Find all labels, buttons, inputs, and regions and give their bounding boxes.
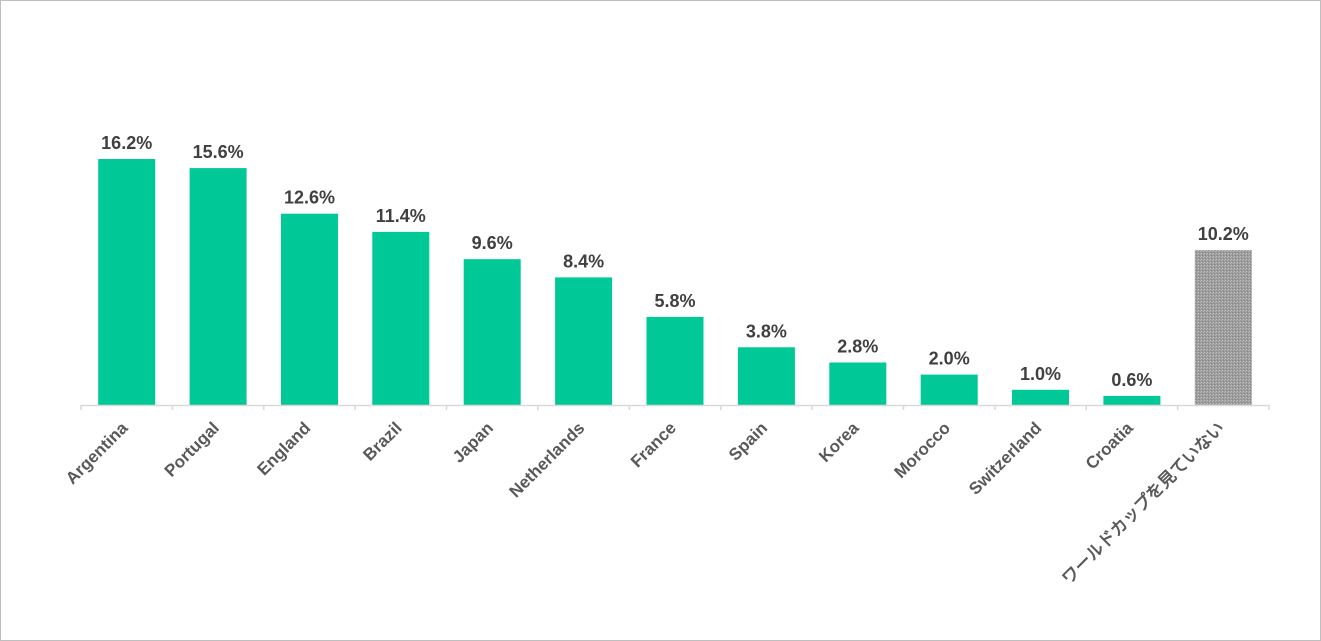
- bar-france: [646, 316, 704, 405]
- data-label-korea: 2.8%: [837, 337, 878, 357]
- bar-argentina: [98, 159, 156, 405]
- x-tick-label-argentina: Argentina: [62, 418, 132, 488]
- x-tick-label-france: France: [627, 418, 680, 471]
- x-tick-label-england: England: [253, 418, 314, 479]
- x-tick-labels-group: Argentina Portugal England Brazil Japan Nethe…: [62, 418, 1228, 588]
- data-label-portugal: 15.6%: [193, 142, 244, 162]
- data-label-france: 5.8%: [654, 291, 695, 311]
- bar-switzerland: [1012, 389, 1069, 405]
- data-label-morocco: 2.0%: [929, 349, 970, 369]
- x-tick-label-croatia: Croatia: [1082, 418, 1137, 473]
- data-label-japan: 9.6%: [472, 233, 513, 253]
- bar-morocco: [920, 374, 978, 405]
- x-tick-label-switzerland: Switzerland: [965, 418, 1045, 498]
- data-label-england: 12.6%: [284, 188, 335, 208]
- data-label-argentina: 16.2%: [101, 133, 152, 153]
- x-tick-label-netherlands: Netherlands: [506, 418, 589, 501]
- x-axis: [80, 404, 1270, 410]
- data-label-brazil: 11.4%: [376, 206, 426, 226]
- data-label-spain: 3.8%: [746, 321, 787, 341]
- x-tick-label-japan: Japan: [449, 418, 497, 466]
- bar-korea: [829, 362, 887, 405]
- bar-portugal: [189, 168, 247, 405]
- x-tick-label-category-12: ワールドカップを見ていない: [1058, 418, 1228, 588]
- data-label-category-12: 10.2%: [1198, 224, 1249, 244]
- x-tick-label-portugal: Portugal: [161, 418, 223, 480]
- bar-england: [281, 213, 338, 405]
- data-label-netherlands: 8.4%: [563, 251, 604, 271]
- data-label-switzerland: 1.0%: [1020, 364, 1061, 384]
- bar-japan: [463, 259, 521, 405]
- bar-category-12: [1194, 250, 1252, 405]
- data-labels-group: 16.2% 15.6% 12.6% 11.4% 9.6% 8.4% 5.8% 3.8% 2.8%…: [101, 133, 1249, 390]
- bar-spain: [737, 347, 795, 405]
- bar-netherlands: [555, 277, 613, 405]
- bars-group: [98, 159, 1252, 405]
- bar-croatia: [1103, 395, 1161, 405]
- x-tick-label-brazil: Brazil: [359, 418, 405, 464]
- data-label-croatia: 0.6%: [1111, 370, 1152, 390]
- x-tick-label-spain: Spain: [725, 418, 771, 464]
- bar-brazil: [372, 231, 430, 405]
- x-tick-label-korea: Korea: [815, 418, 863, 466]
- x-tick-label-morocco: Morocco: [890, 418, 954, 482]
